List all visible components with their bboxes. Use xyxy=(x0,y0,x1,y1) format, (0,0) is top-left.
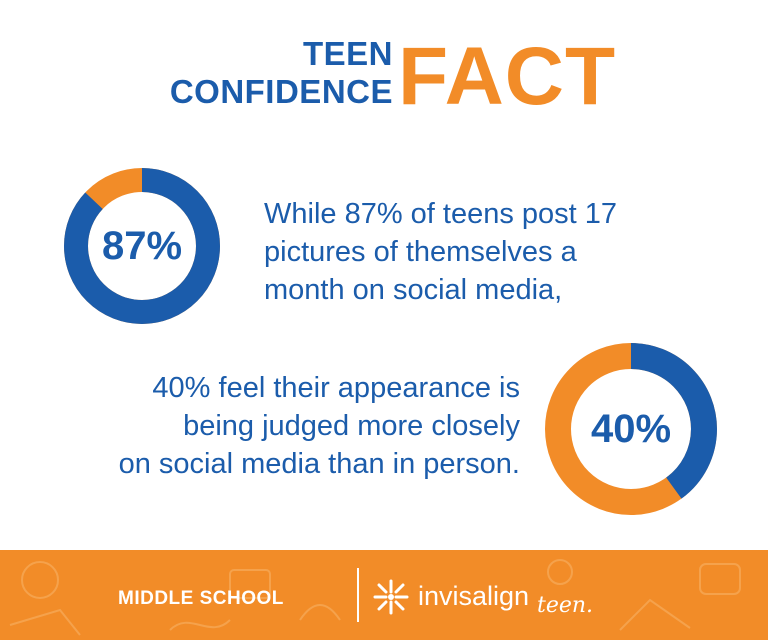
fact-2-text: 40% feel their appearance is being judge… xyxy=(30,369,520,483)
doodle-pattern xyxy=(9,559,741,636)
donut-chart-40: 40% xyxy=(544,342,718,516)
fact-2-line-3: on social media than in person. xyxy=(118,448,520,480)
donut-2-value-arc xyxy=(545,343,717,515)
donut-1-svg xyxy=(64,168,220,324)
fact-2-line-2: being judged more closely xyxy=(183,410,520,442)
logo-wordmark: invisalign xyxy=(418,581,530,611)
donut-2-label: 40% xyxy=(590,406,672,451)
footer-divider xyxy=(357,568,359,622)
middle-school-label: MIDDLE SCHOOL xyxy=(118,588,284,609)
starburst-icon xyxy=(373,579,409,615)
donut-2-svg xyxy=(545,343,717,515)
fact-1-text: While 87% of teens post 17 pictures of t… xyxy=(264,195,734,309)
header: TEEN CONFIDENCE FACT xyxy=(0,0,768,150)
fact-1-line-3: month on social media, xyxy=(264,274,563,306)
fact-2-line-1: 40% feel their appearance is xyxy=(152,372,520,404)
title-fact: FACT xyxy=(398,31,617,122)
fact-1-line-1: While 87% of teens post 17 xyxy=(264,198,618,230)
footer-band: MIDDLE SCHOOL invisalign teen. xyxy=(0,550,768,640)
donut-1-label: 87% xyxy=(101,223,183,268)
fact-1-line-2: pictures of themselves a xyxy=(264,236,577,268)
title-teen: TEEN xyxy=(302,35,393,72)
donut-chart-87: 87% xyxy=(62,166,222,326)
logo-teen-script: teen. xyxy=(537,593,594,618)
title-confidence: CONFIDENCE xyxy=(169,73,393,110)
donut-1-value-arc xyxy=(64,168,220,324)
